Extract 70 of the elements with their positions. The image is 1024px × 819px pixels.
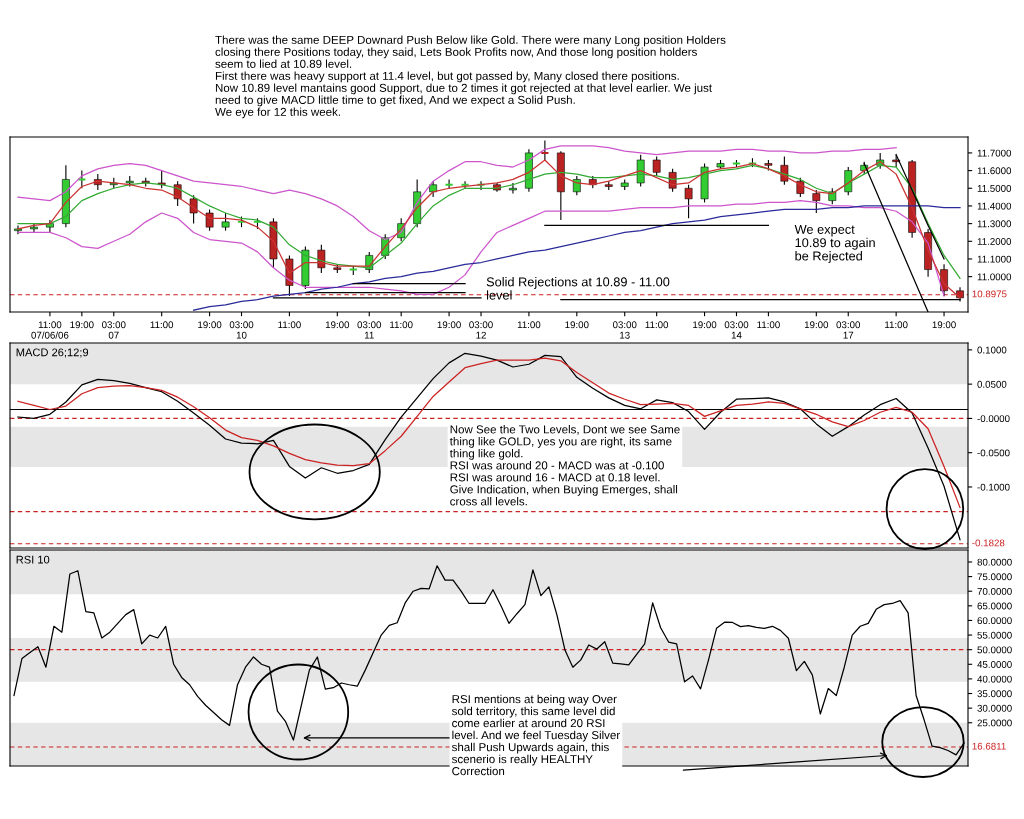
chart-title: MACD 26;12;9 xyxy=(16,348,89,358)
y-tick-label: 65.0000 xyxy=(977,602,1012,610)
y-tick-label: 25.0000 xyxy=(977,719,1012,727)
x-tick-label: 19:00 xyxy=(437,321,461,329)
y-tick-label: -0.0500 xyxy=(977,449,1010,457)
y-tick-label: 30.0000 xyxy=(977,704,1012,712)
y-tick-label: -0.1000 xyxy=(977,483,1010,491)
x-tick-label: 03:00 14 xyxy=(724,321,749,339)
candlestick xyxy=(46,219,54,234)
y-tick-label: 11.0000 xyxy=(977,273,1012,281)
x-tick-label: 03:00 11 xyxy=(357,321,382,339)
y-tick-label: 0.1000 xyxy=(977,346,1007,354)
x-tick-label: 11:00 xyxy=(150,321,174,329)
x-tick-label: 11:00 xyxy=(517,321,541,329)
candlestick xyxy=(812,189,821,214)
candlestick xyxy=(844,166,853,196)
y-tick-label: 11.4000 xyxy=(977,202,1012,210)
candlestick xyxy=(572,175,581,196)
y-tick-label: 11.5000 xyxy=(977,185,1012,192)
y-tick-label: 35.0000 xyxy=(977,690,1012,698)
ref-line-label: 16.6811 xyxy=(972,742,1006,750)
x-tick-label: 11:00 xyxy=(645,321,669,329)
y-tick-label: 40.0000 xyxy=(977,675,1012,683)
candlestick xyxy=(796,177,805,198)
y-tick-label: 55.0000 xyxy=(977,631,1012,639)
y-tick-label: 11.2000 xyxy=(977,238,1012,245)
y-tick-label: 11.3000 xyxy=(977,220,1012,228)
text: There was the same DEEP Downard Push Below like Gold. There were many Long position Holders closing there Positions today, they said, Lets Book Profits now, And those long position holders seem to lied at 10.89 level. First there was heavy support at 11.4 level, but got passed by, Many closed there positions. Now 10.89 level mantains good Support, due to 2 times it got rejected at that level earlier. We just need to give MACD little time to get fixed, And we expect a Solid Push. We eye for 12 this week. xyxy=(215,35,726,119)
x-tick-label: 19:00 xyxy=(565,321,589,329)
y-tick-label: -0.0000 xyxy=(977,415,1010,423)
annotation: Now See the Two Levels, Dont we see Same thing like GOLD, yes you are right, its same thing like gold. RSI was around 20 - MACD was at -0.100 RSI was around 16 - MACD at 0.18 level. Give Indication, when Buying Emerges, shall cross all levels. xyxy=(449,425,680,506)
candlestick xyxy=(652,155,661,177)
x-tick-label: 11:00 07/06/06 xyxy=(31,321,69,339)
candlestick xyxy=(684,184,693,219)
x-tick-label: 19:00 xyxy=(70,321,94,329)
x-tick-label: 03:00 07 xyxy=(102,321,126,339)
y-tick-label: 75.0000 xyxy=(977,573,1012,581)
x-tick-label: 19:00 xyxy=(932,321,956,329)
x-tick-label: 19:00 xyxy=(325,321,350,329)
y-tick-label: 60.0000 xyxy=(977,617,1012,625)
y-tick-label: 11.1000 xyxy=(977,255,1012,263)
line-series xyxy=(192,205,961,311)
x-tick-label: 11:00 xyxy=(885,321,908,329)
x-tick-label: 03:00 10 xyxy=(229,321,254,339)
y-tick-label: 70.0000 xyxy=(977,587,1012,595)
x-tick-label: 03:00 12 xyxy=(469,321,493,339)
x-tick-label: 11:00 xyxy=(278,321,301,329)
x-tick-label: 03:00 13 xyxy=(612,321,637,339)
y-tick-label: 0.0500 xyxy=(977,380,1007,388)
candlestick xyxy=(509,182,517,195)
annotation: Solid Rejections at 10.89 - 11.00 level xyxy=(486,277,670,300)
candlestick xyxy=(189,194,198,225)
annotation: RSI mentions at being way Over sold territory, this same level did come earlier at around 20 RSI level. And we feel Tuesday Silver shall Push Upwards again, this scenerio is really HEALTHY Correction xyxy=(451,694,620,776)
x-tick-label: 11:00 xyxy=(390,321,413,329)
y-tick-label: 11.6000 xyxy=(977,167,1012,175)
x-tick-label: 19:00 xyxy=(804,321,829,329)
candlestick xyxy=(636,154,645,188)
y-tick-label: 45.0000 xyxy=(977,661,1012,668)
y-tick-label: 80.0000 xyxy=(977,558,1012,566)
y-tick-label: 50.0000 xyxy=(977,646,1012,654)
annotation: We expect 10.89 to again be Rejected xyxy=(794,224,875,264)
ref-line-label: -0.1828 xyxy=(972,539,1005,547)
x-tick-label: 03:00 17 xyxy=(836,321,861,339)
x-tick-label: 19:00 xyxy=(198,321,222,329)
x-tick-label: 19:00 xyxy=(693,321,717,329)
chart-title: RSI 10 xyxy=(16,555,50,564)
ref-line-label: 10.8975 xyxy=(972,290,1007,298)
candlestick xyxy=(14,224,22,235)
x-tick-label: 11:00 xyxy=(757,321,780,329)
y-tick-label: 11.7000 xyxy=(977,149,1012,157)
